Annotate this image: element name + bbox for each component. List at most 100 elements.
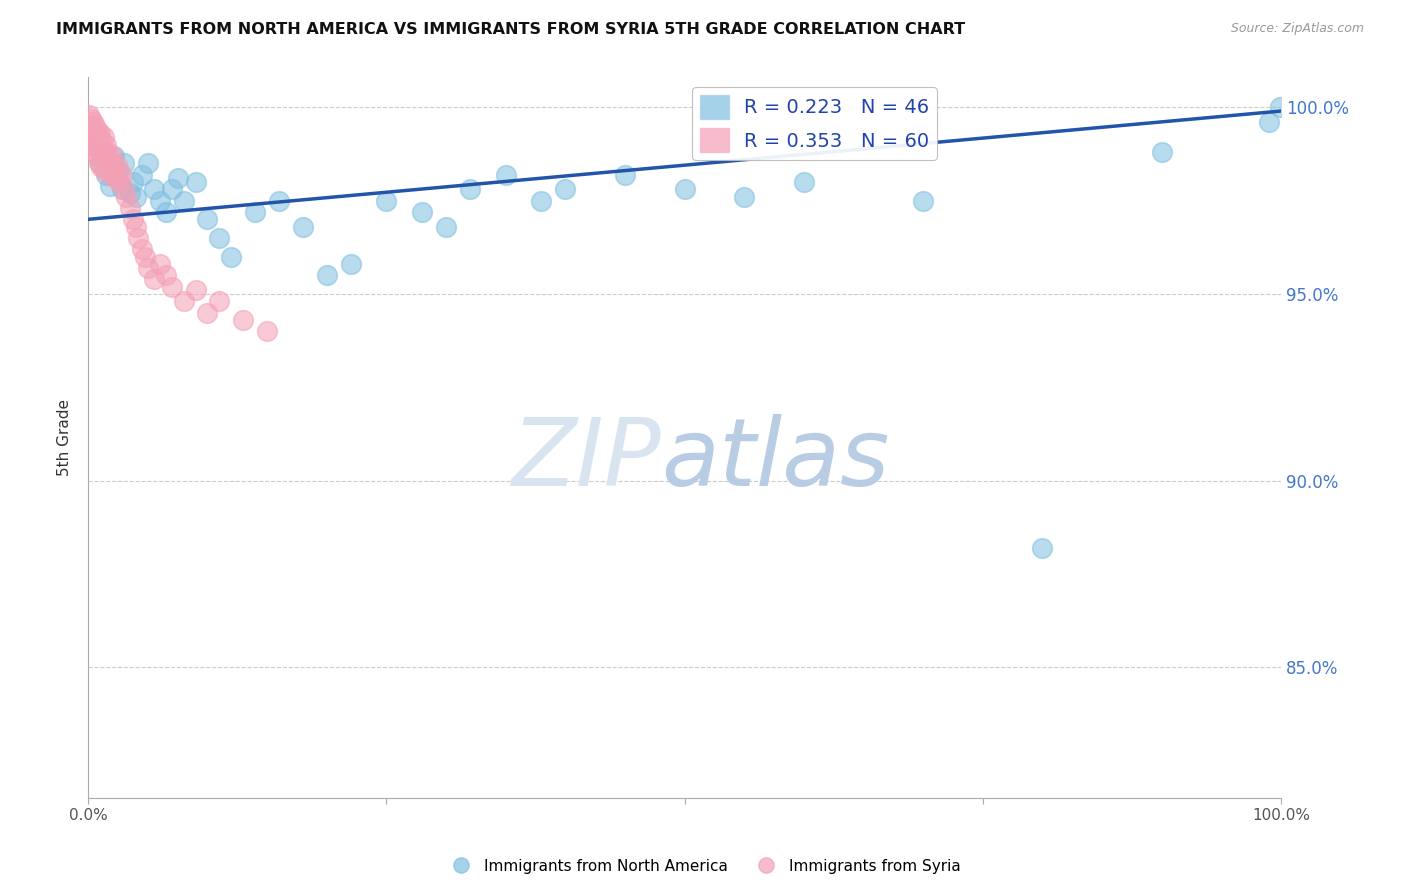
Point — [94, 163, 117, 178]
Point — [184, 175, 207, 189]
Point — [94, 145, 117, 160]
Point — [197, 212, 219, 227]
Point — [89, 141, 111, 155]
Point — [91, 134, 114, 148]
Point — [94, 153, 117, 167]
Point — [82, 115, 104, 129]
Point — [86, 141, 108, 155]
Point — [793, 175, 815, 189]
Legend: R = 0.223   N = 46, R = 0.353   N = 60: R = 0.223 N = 46, R = 0.353 N = 60 — [692, 87, 938, 160]
Point — [86, 122, 108, 136]
Point — [208, 294, 231, 309]
Point — [87, 156, 110, 170]
Point — [136, 260, 159, 275]
Point — [530, 194, 553, 208]
Point — [83, 145, 105, 160]
Point — [94, 137, 117, 152]
Point — [267, 194, 290, 208]
Point — [142, 182, 165, 196]
Point — [221, 250, 243, 264]
Point — [110, 168, 132, 182]
Point — [232, 313, 254, 327]
Point — [98, 178, 121, 193]
Point — [94, 168, 117, 182]
Point — [184, 283, 207, 297]
Point — [131, 168, 153, 182]
Point — [291, 219, 314, 234]
Point — [101, 160, 124, 174]
Point — [136, 156, 159, 170]
Point — [495, 168, 517, 182]
Point — [108, 175, 131, 189]
Point — [339, 257, 361, 271]
Point — [554, 182, 576, 196]
Point — [142, 272, 165, 286]
Point — [89, 127, 111, 141]
Point — [83, 137, 105, 152]
Point — [97, 145, 120, 160]
Point — [118, 201, 141, 215]
Point — [912, 194, 935, 208]
Point — [208, 231, 231, 245]
Point — [173, 194, 195, 208]
Legend: Immigrants from North America, Immigrants from Syria: Immigrants from North America, Immigrant… — [440, 853, 966, 880]
Point — [110, 182, 132, 196]
Point — [82, 137, 104, 152]
Text: IMMIGRANTS FROM NORTH AMERICA VS IMMIGRANTS FROM SYRIA 5TH GRADE CORRELATION CHA: IMMIGRANTS FROM NORTH AMERICA VS IMMIGRA… — [56, 22, 966, 37]
Point — [613, 168, 636, 182]
Text: Source: ZipAtlas.com: Source: ZipAtlas.com — [1230, 22, 1364, 36]
Point — [96, 160, 118, 174]
Point — [315, 268, 337, 283]
Point — [125, 219, 148, 234]
Point — [91, 145, 114, 160]
Point — [93, 156, 115, 170]
Point — [98, 156, 121, 170]
Point — [375, 194, 398, 208]
Point — [149, 257, 172, 271]
Point — [86, 130, 108, 145]
Point — [256, 324, 278, 338]
Point — [166, 171, 188, 186]
Point — [1258, 115, 1281, 129]
Point — [118, 186, 141, 201]
Point — [107, 163, 129, 178]
Point — [100, 168, 122, 182]
Point — [122, 212, 145, 227]
Point — [90, 145, 112, 160]
Point — [160, 279, 183, 293]
Point — [733, 190, 755, 204]
Point — [197, 306, 219, 320]
Text: ZIP: ZIP — [510, 414, 661, 505]
Point — [673, 182, 696, 196]
Point — [83, 127, 105, 141]
Point — [101, 163, 124, 178]
Point — [84, 119, 107, 133]
Point — [127, 231, 149, 245]
Point — [103, 156, 125, 170]
Point — [112, 182, 135, 196]
Point — [104, 171, 127, 186]
Point — [160, 182, 183, 196]
Point — [1031, 541, 1053, 555]
Point — [103, 149, 125, 163]
Point — [93, 130, 115, 145]
Point — [79, 119, 101, 133]
Point — [434, 219, 457, 234]
Point — [91, 149, 114, 163]
Point — [115, 190, 138, 204]
Point — [411, 205, 433, 219]
Point — [90, 160, 112, 174]
Point — [155, 205, 177, 219]
Point — [80, 130, 103, 145]
Point — [125, 190, 148, 204]
Point — [149, 194, 172, 208]
Point — [87, 137, 110, 152]
Point — [1150, 145, 1173, 160]
Point — [155, 268, 177, 283]
Point — [89, 156, 111, 170]
Point — [79, 108, 101, 122]
Point — [243, 205, 266, 219]
Point — [80, 122, 103, 136]
Point — [173, 294, 195, 309]
Point — [79, 127, 101, 141]
